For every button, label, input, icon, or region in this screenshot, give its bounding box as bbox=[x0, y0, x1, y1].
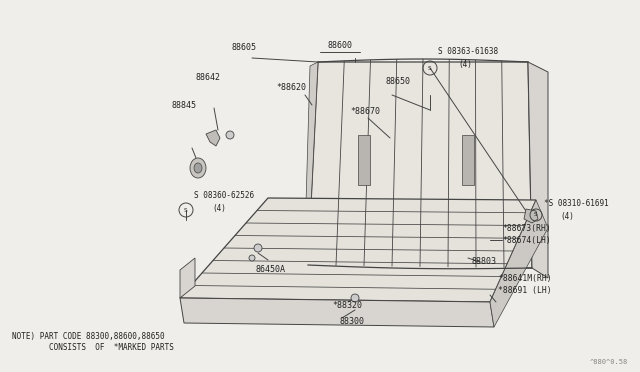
Text: 86450A: 86450A bbox=[256, 266, 286, 275]
Polygon shape bbox=[528, 62, 548, 278]
Text: ^880^0.58: ^880^0.58 bbox=[589, 359, 628, 365]
Text: S: S bbox=[534, 212, 538, 218]
Text: *88673(RH): *88673(RH) bbox=[502, 224, 551, 232]
Text: (4): (4) bbox=[212, 203, 226, 212]
Circle shape bbox=[351, 294, 359, 302]
Text: S: S bbox=[428, 65, 432, 71]
Polygon shape bbox=[358, 135, 370, 185]
Text: *88320: *88320 bbox=[332, 301, 362, 311]
Text: *S 08310-61691: *S 08310-61691 bbox=[544, 199, 609, 208]
Text: 88803: 88803 bbox=[472, 257, 497, 266]
Polygon shape bbox=[180, 198, 536, 302]
Text: *88670: *88670 bbox=[350, 108, 380, 116]
Text: 88300: 88300 bbox=[340, 317, 365, 327]
Polygon shape bbox=[524, 209, 538, 223]
Text: 88845: 88845 bbox=[172, 100, 197, 109]
Text: NOTE) PART CODE 88300,88600,88650: NOTE) PART CODE 88300,88600,88650 bbox=[12, 331, 164, 340]
Text: *88641M(RH): *88641M(RH) bbox=[498, 273, 552, 282]
Text: CONSISTS  OF  *MARKED PARTS: CONSISTS OF *MARKED PARTS bbox=[12, 343, 174, 353]
Text: 88642: 88642 bbox=[196, 74, 221, 83]
Text: S 08360-62526: S 08360-62526 bbox=[194, 192, 254, 201]
Circle shape bbox=[249, 255, 255, 261]
Text: 88600: 88600 bbox=[328, 42, 353, 51]
Polygon shape bbox=[490, 200, 548, 327]
Text: 88605: 88605 bbox=[232, 44, 257, 52]
Polygon shape bbox=[206, 130, 220, 146]
Polygon shape bbox=[308, 62, 532, 268]
Text: *88691 (LH): *88691 (LH) bbox=[498, 285, 552, 295]
Text: 88650: 88650 bbox=[385, 77, 410, 87]
Text: (4): (4) bbox=[458, 60, 472, 68]
Text: (4): (4) bbox=[560, 212, 574, 221]
Polygon shape bbox=[180, 298, 494, 327]
Polygon shape bbox=[462, 135, 474, 185]
Circle shape bbox=[226, 131, 234, 139]
Polygon shape bbox=[304, 62, 318, 272]
Ellipse shape bbox=[190, 158, 206, 178]
Text: S 08363-61638: S 08363-61638 bbox=[438, 48, 498, 57]
Text: *88674(LH): *88674(LH) bbox=[502, 235, 551, 244]
Text: *88620: *88620 bbox=[276, 83, 306, 93]
Polygon shape bbox=[180, 258, 195, 298]
Text: S: S bbox=[184, 208, 188, 212]
Circle shape bbox=[254, 244, 262, 252]
Ellipse shape bbox=[194, 163, 202, 173]
